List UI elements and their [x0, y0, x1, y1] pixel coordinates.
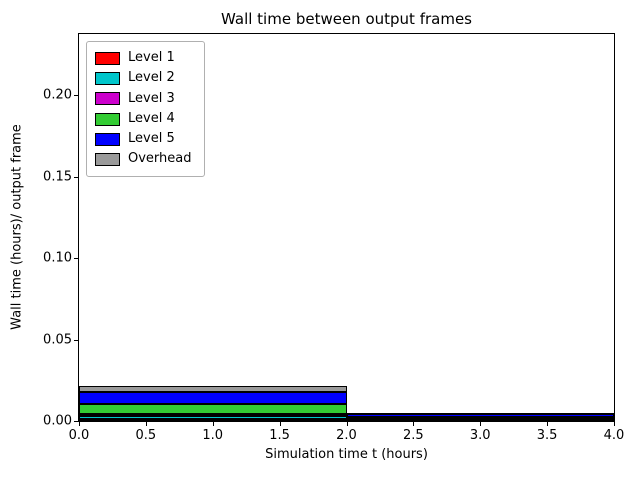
legend-item: Level 4: [95, 109, 192, 129]
legend-item: Level 3: [95, 89, 192, 109]
bar-segment: [346, 419, 614, 422]
x-tick-label: 0.5: [135, 428, 157, 443]
y-tick-mark: [74, 258, 78, 260]
x-tick-mark: [614, 422, 615, 426]
y-tick-label: 0.15: [43, 169, 72, 185]
legend-label: Level 4: [128, 110, 175, 126]
legend-label: Level 5: [128, 131, 175, 147]
x-tick-label: 2.5: [403, 428, 424, 443]
bar-segment: [79, 403, 347, 414]
x-tick-mark: [145, 422, 147, 426]
x-tick-mark: [480, 422, 482, 426]
y-tick-mark: [74, 176, 78, 178]
legend-swatch: [95, 112, 120, 126]
chart-title: Wall time between output frames: [221, 10, 472, 28]
legend-swatch: [95, 71, 120, 85]
legend-label: Level 2: [128, 70, 175, 86]
legend-item: Level 1: [95, 48, 192, 68]
x-tick-mark: [413, 422, 415, 426]
x-axis-label: Simulation time t (hours): [265, 447, 428, 462]
x-tick-label: 3.0: [469, 428, 491, 443]
legend-label: Level 3: [128, 90, 175, 106]
x-tick-mark: [212, 422, 214, 426]
bar-segment: [79, 385, 347, 393]
legend-label: Overhead: [128, 151, 192, 167]
x-tick-mark: [547, 422, 549, 426]
y-tick-label: 0.10: [43, 250, 72, 266]
x-tick-label: 4.0: [603, 428, 625, 443]
y-tick-label: 0.20: [43, 87, 72, 103]
legend-item: Level 5: [95, 129, 192, 149]
bar-segment: [346, 417, 614, 420]
plot-area: Level 1 Level 2 Level 3 Level 4 Level 5 Overh…: [78, 33, 615, 423]
x-tick-label: 2.0: [336, 428, 357, 443]
bar-segment: [79, 413, 347, 417]
legend-swatch: [95, 153, 120, 167]
y-tick-mark: [74, 95, 78, 97]
legend-label: Level 1: [128, 50, 175, 65]
x-tick-mark: [79, 422, 80, 426]
legend-swatch: [95, 51, 120, 65]
bar-segment: [346, 413, 614, 416]
bar-segment: [79, 418, 347, 421]
x-tick-label: 3.5: [536, 428, 558, 443]
y-tick-label: 0.05: [43, 332, 72, 348]
x-tick-mark: [279, 422, 281, 426]
x-tick-label: 1.5: [269, 428, 290, 443]
y-axis-label: Wall time (hours)/ output frame: [9, 124, 25, 330]
x-tick-label: 1.0: [202, 428, 224, 443]
y-tick-label: 0.00: [43, 413, 72, 429]
bar-segment: [79, 416, 347, 419]
y-tick-mark: [74, 421, 78, 422]
y-tick-mark: [74, 339, 78, 341]
legend-swatch: [95, 132, 120, 146]
x-tick-label: 0.0: [68, 428, 90, 443]
x-tick-mark: [346, 422, 348, 426]
legend: Level 1 Level 2 Level 3 Level 4 Level 5 Overh…: [86, 41, 205, 177]
legend-swatch: [95, 92, 120, 106]
legend-item: Level 2: [95, 68, 192, 88]
bar-segment: [79, 392, 347, 404]
legend-item: Overhead: [95, 149, 192, 169]
